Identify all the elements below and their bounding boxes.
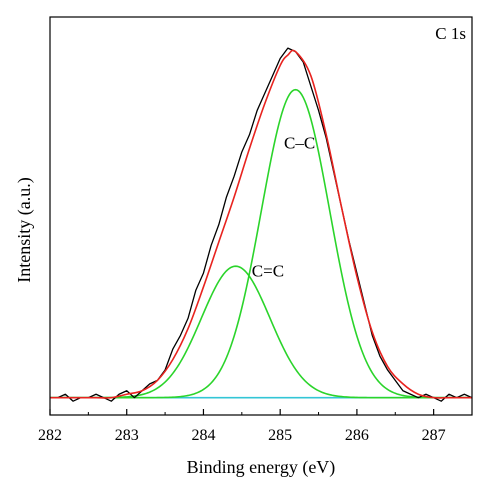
x-tick-label: 286 xyxy=(345,427,369,444)
x-tick-label: 285 xyxy=(268,427,292,444)
x-tick-label: 282 xyxy=(38,427,62,444)
raw-spectrum-line xyxy=(50,47,473,402)
plot-area xyxy=(49,47,473,402)
peak-label-c-eq-c: C=C xyxy=(252,262,284,281)
fitted-envelope-line xyxy=(49,49,472,399)
component-peak-c-c xyxy=(50,88,472,399)
peak-label-c-c: C–C xyxy=(284,134,315,153)
x-axis-ticks: 282 283 284 285 286 287 xyxy=(38,409,446,444)
peak-annotations: C–C C=C xyxy=(252,134,315,281)
plot-frame xyxy=(49,16,473,416)
y-axis-label: Intensity (a.u.) xyxy=(14,177,35,282)
component-peak-c-eq-c xyxy=(50,265,472,399)
x-tick-label: 284 xyxy=(191,427,215,444)
x-axis-label: Binding energy (eV) xyxy=(187,457,336,478)
x-tick-label: 287 xyxy=(422,427,446,444)
panel-label: C 1s xyxy=(435,24,466,43)
x-tick-label: 283 xyxy=(115,427,139,444)
